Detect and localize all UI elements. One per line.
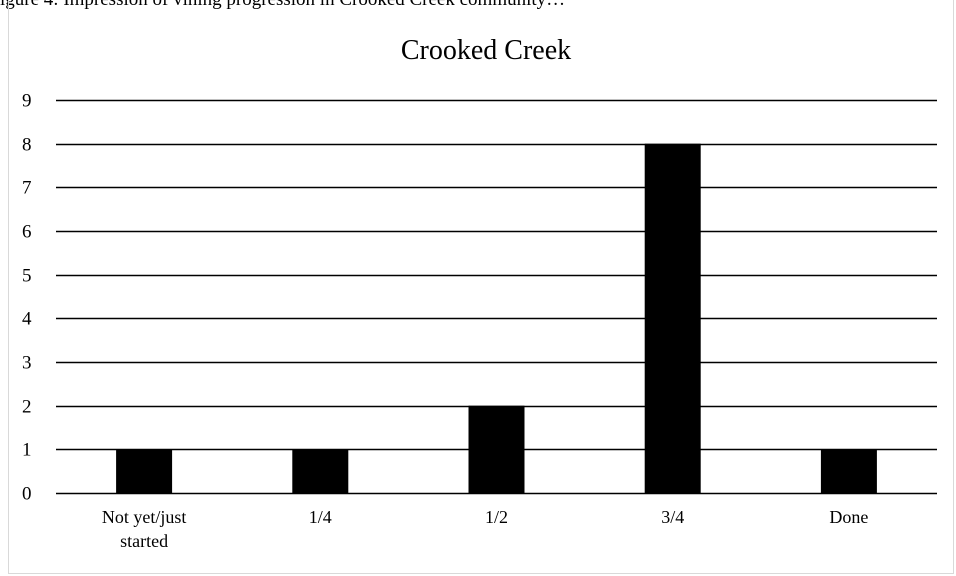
y-tick-label: 3: [22, 353, 32, 374]
y-tick-label: 4: [22, 309, 32, 330]
y-tick-label: 7: [22, 178, 32, 199]
bar: [820, 449, 877, 493]
y-tick-label: 6: [22, 222, 32, 243]
chart-title: Crooked Creek: [401, 35, 571, 66]
y-tick-label: 1: [22, 440, 32, 461]
x-category-label-line: started: [120, 531, 168, 551]
figure-caption: igure 4: Impression of vining progressio…: [0, 0, 956, 11]
x-category-label-line: 1/2: [485, 507, 508, 527]
bars: [116, 143, 877, 493]
x-category-label: 1/4: [309, 507, 332, 527]
bar: [116, 449, 173, 493]
x-category-label-line: 3/4: [661, 507, 684, 527]
x-category-label-line: Not yet/just: [102, 507, 187, 527]
x-category-label-line: 1/4: [309, 507, 332, 527]
chart-frame: [8, 0, 954, 574]
y-tick-label: 5: [22, 266, 32, 287]
x-category-label: 3/4: [661, 507, 684, 527]
x-category-label: Done: [829, 507, 868, 527]
y-tick-label: 0: [22, 484, 32, 505]
y-tick-label: 2: [22, 397, 32, 418]
y-axis-ticks: 0 1 2 3 4 5 6 7 8 9: [22, 91, 32, 505]
y-tick-label: 9: [22, 91, 32, 112]
bar: [292, 449, 349, 493]
x-category-label: 1/2: [485, 507, 508, 527]
bar: [644, 143, 701, 493]
y-tick-label: 8: [22, 135, 32, 156]
x-category-label-line: Done: [829, 507, 868, 527]
x-category-label: Not yet/just started: [102, 507, 187, 551]
x-axis-categories: Not yet/just started 1/4 1/2 3/4 Done: [102, 507, 869, 551]
grid-lines: [56, 99, 937, 495]
bar: [468, 405, 525, 493]
